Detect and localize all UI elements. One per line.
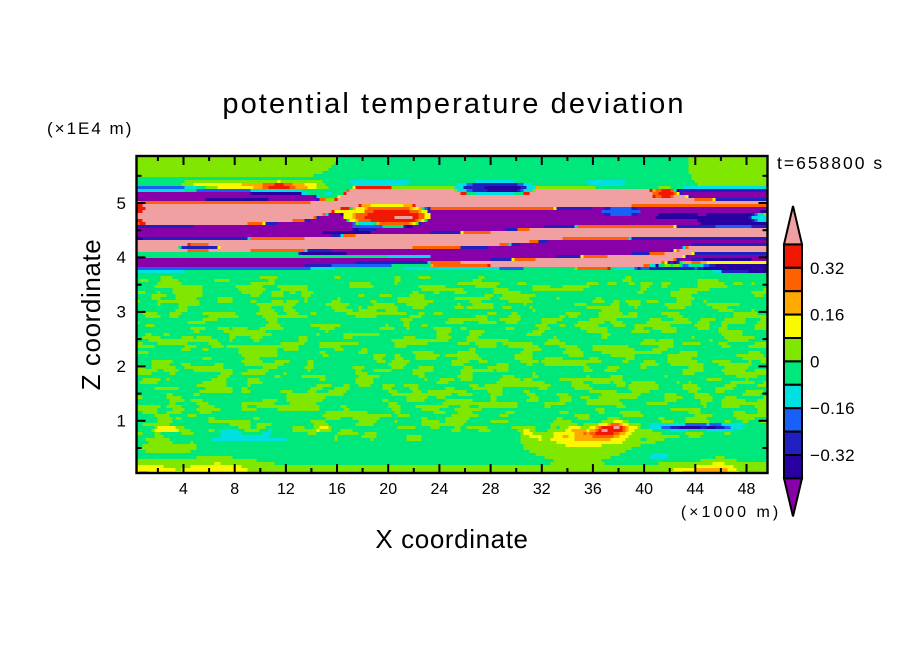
svg-text:12: 12 xyxy=(277,481,295,498)
svg-text:4: 4 xyxy=(179,481,188,498)
svg-text:28: 28 xyxy=(482,481,500,498)
svg-text:20: 20 xyxy=(379,481,397,498)
svg-text:16: 16 xyxy=(328,481,346,498)
svg-text:Z coordinate: Z coordinate xyxy=(76,239,106,391)
svg-text:−0.16: −0.16 xyxy=(810,399,855,418)
svg-text:32: 32 xyxy=(533,481,551,498)
svg-text:(×1E4 m): (×1E4 m) xyxy=(47,119,133,138)
svg-text:t=658800 s: t=658800 s xyxy=(777,153,884,173)
svg-text:36: 36 xyxy=(584,481,602,498)
svg-text:0.16: 0.16 xyxy=(810,306,845,325)
svg-text:1: 1 xyxy=(117,412,126,431)
svg-text:0.32: 0.32 xyxy=(810,259,845,278)
svg-text:2: 2 xyxy=(117,357,126,376)
svg-text:24: 24 xyxy=(431,481,449,498)
svg-text:potential temperature deviatio: potential temperature deviation xyxy=(222,88,685,120)
svg-text:48: 48 xyxy=(738,481,756,498)
svg-text:44: 44 xyxy=(686,481,704,498)
svg-text:X coordinate: X coordinate xyxy=(375,524,528,554)
svg-text:4: 4 xyxy=(117,248,126,267)
svg-text:0: 0 xyxy=(810,352,820,371)
svg-text:5: 5 xyxy=(117,194,126,213)
svg-text:40: 40 xyxy=(635,481,653,498)
svg-text:3: 3 xyxy=(117,303,126,322)
svg-text:(×1000 m): (×1000 m) xyxy=(681,504,781,521)
svg-text:−0.32: −0.32 xyxy=(810,446,855,465)
svg-text:8: 8 xyxy=(230,481,239,498)
